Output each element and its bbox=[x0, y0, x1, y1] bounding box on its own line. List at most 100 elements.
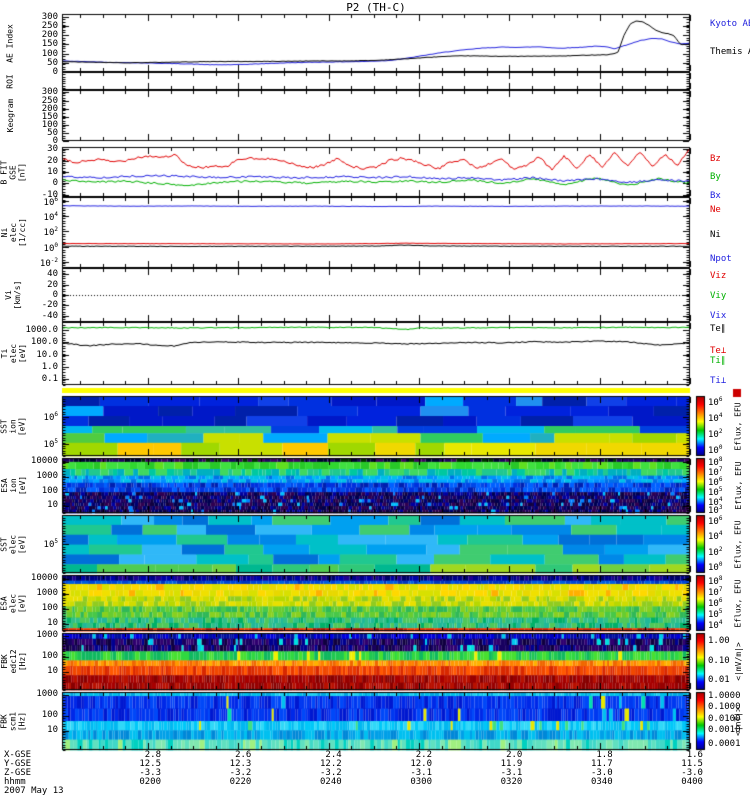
ytick-n: 100 bbox=[43, 241, 58, 254]
axis-value: 2.4 bbox=[325, 750, 342, 760]
ylabel-b: B FIT GSE [nT] bbox=[0, 159, 27, 185]
cbtick-esa_i: 104 bbox=[708, 496, 723, 508]
axis-value: 11.7 bbox=[590, 759, 613, 769]
ytick-ae: 200 bbox=[41, 30, 58, 41]
axis-value: 2.2 bbox=[415, 750, 432, 760]
ytick-v: 40 bbox=[47, 269, 58, 280]
legend-n: Ne bbox=[710, 204, 721, 215]
ylabel-esa_e: ESA elec [eV] bbox=[0, 593, 27, 613]
cbtick-esa_e: 105 bbox=[708, 608, 723, 621]
cbtitle-esa_i: Eflux, EFU bbox=[733, 461, 743, 510]
axis-value: 1.8 bbox=[596, 750, 613, 760]
ytick-esa_i: 10 bbox=[47, 500, 58, 511]
legend-ae: Kyoto AE bbox=[710, 18, 750, 29]
cbtick-fbk_e: 0.01 bbox=[708, 675, 730, 686]
ytick-n: 104 bbox=[43, 211, 58, 224]
ytick-fbk_e: 1000 bbox=[36, 629, 58, 640]
ylabel-n: Ni elec [1/cc] bbox=[0, 218, 27, 247]
ytick-sst_i: 106 bbox=[43, 411, 58, 423]
ytick-esa_e: 10 bbox=[47, 618, 58, 629]
ytick-fbk_e: 100 bbox=[41, 650, 58, 661]
ytick-keo: 300 bbox=[41, 87, 58, 98]
page-title: P2 (TH-C) bbox=[346, 1, 406, 14]
ytick-b: 30 bbox=[47, 144, 58, 155]
axis-value: 2.0 bbox=[506, 750, 523, 760]
ytick-esa_e: 10000 bbox=[30, 573, 58, 584]
ylabel-ae: AE Index bbox=[5, 23, 15, 63]
axis-value: 0240 bbox=[319, 777, 342, 787]
ylabel-esa_i: ESA ion [eV] bbox=[0, 475, 27, 496]
axis-value: -3.0 bbox=[681, 768, 703, 778]
ytick-keo: 100 bbox=[41, 119, 58, 130]
date-label: 2007 May 13 bbox=[4, 786, 64, 796]
ytick-esa_e: 100 bbox=[41, 603, 58, 614]
axis-value: 0320 bbox=[500, 777, 523, 787]
cbtick-esa_e: 107 bbox=[708, 585, 723, 598]
ytick-b: 20 bbox=[47, 155, 58, 166]
ytick-v: 20 bbox=[47, 279, 58, 290]
legend-v: Vix bbox=[710, 311, 727, 322]
ylabel-fbk_s: FBK scm1 [Hz] bbox=[0, 711, 27, 731]
ylabel-sst_e: SST elec [eV] bbox=[0, 534, 27, 554]
ytick-v: -20 bbox=[41, 300, 58, 311]
ytick-keo: 250 bbox=[41, 95, 58, 106]
cbtick-fbk_e: 0.10 bbox=[708, 655, 730, 666]
legend-b: Bx bbox=[710, 191, 721, 201]
ytick-keo: 150 bbox=[41, 111, 58, 122]
ytick-ae: 300 bbox=[41, 11, 58, 22]
cbtick-fbk_s: 0.0010 bbox=[708, 725, 741, 736]
cbtick-fbk_e: 1.00 bbox=[708, 635, 730, 646]
axis-value: 12.2 bbox=[319, 759, 342, 769]
cbtick-esa_e: 106 bbox=[708, 597, 723, 609]
ytick-fbk_s: 100 bbox=[41, 710, 58, 721]
cbtick-fbk_s: 0.0100 bbox=[708, 713, 741, 724]
cbtitle-sst_e: Eflux, EFU bbox=[733, 519, 743, 569]
ytick-esa_i: 1000 bbox=[36, 470, 58, 481]
axis-value: 0340 bbox=[590, 777, 613, 787]
axis-value: 0220 bbox=[229, 777, 252, 787]
legend-t: Te⊥ bbox=[710, 346, 727, 357]
ytick-esa_i: 100 bbox=[41, 485, 58, 496]
cbtick-sst_e: 106 bbox=[708, 514, 723, 527]
ytick-ae: 100 bbox=[41, 48, 58, 59]
ytick-n: 102 bbox=[43, 226, 58, 239]
ytick-esa_e: 1000 bbox=[36, 588, 58, 599]
legend-v: Viy bbox=[710, 291, 727, 302]
cbtick-esa_e: 108 bbox=[708, 574, 723, 587]
axis-value: 11.5 bbox=[681, 759, 703, 769]
ytick-t: 1000.0 bbox=[25, 325, 58, 336]
legend-t: Ti∥ bbox=[710, 356, 726, 367]
ytick-t: 0.1 bbox=[41, 374, 58, 385]
cbtick-sst_i: 102 bbox=[708, 428, 723, 441]
cbtick-esa_e: 104 bbox=[708, 619, 723, 632]
axis-row-label: Y-GSE bbox=[4, 759, 32, 769]
cbtitle-fbk_e: <|mV/m|> bbox=[733, 642, 743, 681]
axis-value: 11.9 bbox=[500, 759, 523, 769]
cbtick-esa_i: 108 bbox=[708, 456, 723, 469]
ytick-fbk_s: 10 bbox=[47, 725, 58, 736]
ytick-fbk_e: 10 bbox=[47, 665, 58, 676]
axis-value: -3.1 bbox=[410, 768, 432, 778]
axis-value: 12.0 bbox=[410, 759, 432, 769]
legend-b: Bz bbox=[710, 153, 721, 164]
axis-row-label: X-GSE bbox=[4, 750, 32, 760]
axis-value: 0400 bbox=[681, 777, 703, 787]
ylabel-keo: Keogram bbox=[5, 98, 15, 133]
cbtick-sst_e: 102 bbox=[708, 546, 723, 559]
ytick-v: 0 bbox=[52, 290, 58, 300]
ytick-n: 106 bbox=[43, 195, 58, 208]
ytick-t: 10.0 bbox=[36, 349, 58, 360]
cbtitle-sst_i: Eflux, EFU bbox=[733, 401, 743, 451]
ytick-ae: 250 bbox=[41, 20, 58, 31]
ytick-ae: 150 bbox=[41, 39, 58, 50]
legend-b: By bbox=[710, 172, 721, 182]
cbtitle-fbk_s: <|nT|> bbox=[733, 706, 743, 736]
axis-row-label: hhmm bbox=[4, 777, 26, 787]
axis-value: -3.2 bbox=[319, 768, 342, 778]
axis-value: 2.8 bbox=[144, 750, 162, 760]
ylabel-t: Ti elec [eV] bbox=[0, 343, 27, 364]
ylabel-fbk_e: FBK edc12 [Hz] bbox=[0, 649, 27, 674]
ytick-b: -10 bbox=[41, 189, 58, 200]
cbtick-fbk_s: 0.1000 bbox=[708, 702, 741, 713]
